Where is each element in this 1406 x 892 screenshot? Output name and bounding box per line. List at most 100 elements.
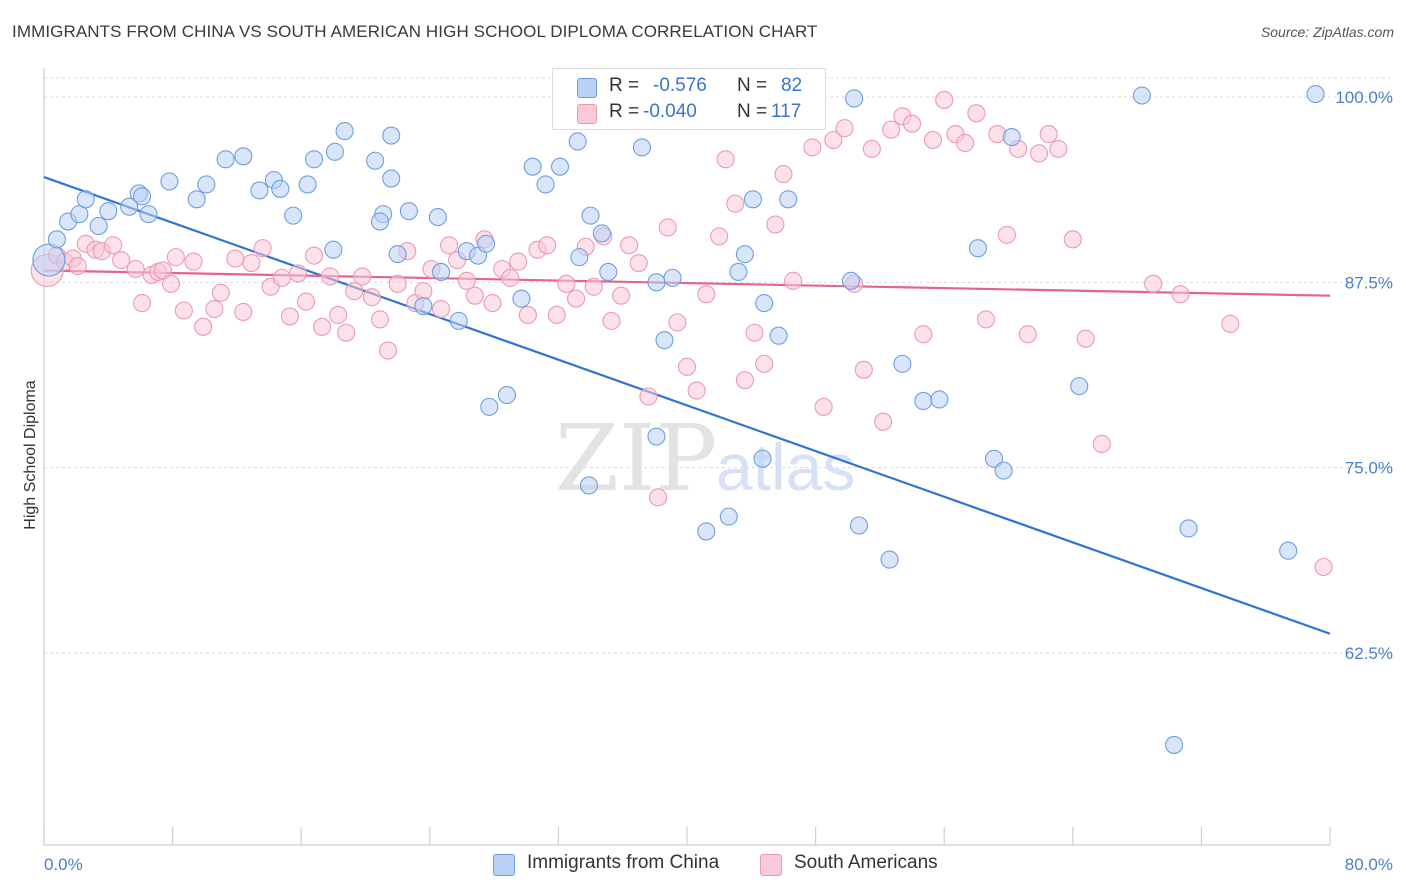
- point-south-american: [967, 104, 986, 123]
- point-china: [697, 522, 716, 541]
- point-south-american: [483, 294, 502, 313]
- point-china: [414, 297, 433, 316]
- point-china: [325, 142, 345, 161]
- point-china: [1165, 735, 1184, 754]
- point-china: [570, 248, 589, 267]
- point-china: [399, 202, 418, 221]
- point-south-american: [882, 120, 901, 139]
- point-china: [663, 268, 682, 287]
- point-south-american: [166, 248, 185, 267]
- point-china: [719, 507, 738, 526]
- point-south-american: [211, 283, 230, 302]
- point-south-american: [677, 357, 697, 376]
- point-china: [271, 179, 290, 198]
- point-china: [893, 354, 912, 373]
- point-south-american: [629, 254, 648, 273]
- point-south-american: [602, 311, 621, 330]
- point-china: [914, 391, 933, 410]
- point-south-american: [710, 227, 729, 246]
- watermark-atlas: atlas: [716, 430, 855, 504]
- point-south-american: [803, 138, 822, 157]
- y-tick-label: 75.0%: [1345, 459, 1393, 478]
- point-china: [284, 206, 303, 225]
- point-china: [133, 187, 152, 206]
- legend-swatch-blue: [577, 78, 597, 98]
- point-south-american: [321, 267, 340, 286]
- legend-r-value: -0.576: [653, 75, 707, 96]
- point-china: [994, 461, 1013, 480]
- point-south-american: [440, 236, 459, 255]
- point-china: [568, 132, 587, 151]
- point-china: [99, 202, 118, 221]
- point-south-american: [854, 360, 873, 379]
- point-china: [335, 122, 354, 141]
- point-south-american: [518, 305, 537, 325]
- point-south-american: [1221, 314, 1240, 333]
- point-china: [647, 427, 666, 446]
- point-china: [599, 262, 618, 282]
- point-south-american: [313, 317, 332, 336]
- point-south-american: [205, 299, 224, 319]
- point-china: [449, 311, 468, 330]
- chart-title: IMMIGRANTS FROM CHINA VS SOUTH AMERICAN …: [12, 22, 818, 41]
- point-south-american: [432, 299, 451, 319]
- point-south-american: [1018, 325, 1037, 344]
- point-south-american: [1171, 285, 1190, 304]
- point-south-american: [814, 397, 833, 416]
- point-china: [536, 175, 555, 194]
- point-south-american: [1144, 274, 1163, 293]
- point-china: [581, 206, 600, 225]
- point-china: [366, 151, 385, 170]
- point-south-american: [1063, 230, 1082, 249]
- point-south-american: [68, 256, 87, 276]
- point-china: [550, 157, 570, 176]
- point-china: [755, 294, 774, 313]
- point-china: [1002, 127, 1021, 147]
- point-south-american: [226, 249, 245, 268]
- point-china: [477, 234, 496, 253]
- point-china: [32, 243, 66, 277]
- point-south-american: [126, 259, 145, 279]
- point-china: [388, 245, 407, 264]
- legend-r-label: R =: [609, 75, 640, 96]
- point-south-american: [184, 252, 203, 271]
- point-south-american: [956, 133, 975, 153]
- point-china: [779, 190, 798, 209]
- point-south-american: [612, 286, 631, 305]
- point-south-american: [353, 267, 372, 286]
- point-south-american: [668, 313, 687, 332]
- point-china: [632, 138, 652, 157]
- point-south-american: [1076, 329, 1095, 348]
- point-south-american: [1049, 139, 1068, 158]
- point-south-american: [557, 274, 576, 293]
- point-south-american: [501, 268, 520, 287]
- point-china: [187, 190, 206, 209]
- point-south-american: [194, 317, 213, 336]
- point-china: [849, 516, 869, 535]
- point-south-american: [976, 310, 996, 329]
- point-south-american: [153, 261, 173, 280]
- point-south-american: [104, 236, 123, 255]
- point-south-american: [726, 194, 745, 213]
- point-china: [298, 175, 317, 194]
- point-china: [480, 397, 499, 416]
- point-china: [592, 224, 611, 243]
- point-china: [1070, 377, 1089, 396]
- point-china: [197, 175, 216, 194]
- point-south-american: [755, 354, 774, 373]
- point-china: [47, 230, 66, 249]
- point-china: [655, 331, 674, 350]
- legend-n-value: 82: [781, 75, 803, 96]
- bottom-legend-label: Immigrants from China: [527, 852, 720, 873]
- point-south-american: [824, 130, 843, 150]
- point-south-american: [862, 139, 881, 158]
- point-south-american: [745, 323, 764, 342]
- point-china: [880, 550, 899, 569]
- y-tick-label: 100.0%: [1335, 88, 1393, 107]
- point-china: [523, 157, 542, 176]
- point-south-american: [280, 307, 299, 326]
- point-china: [845, 89, 864, 108]
- point-south-american: [687, 381, 706, 400]
- point-china: [735, 245, 754, 264]
- point-china: [729, 262, 748, 282]
